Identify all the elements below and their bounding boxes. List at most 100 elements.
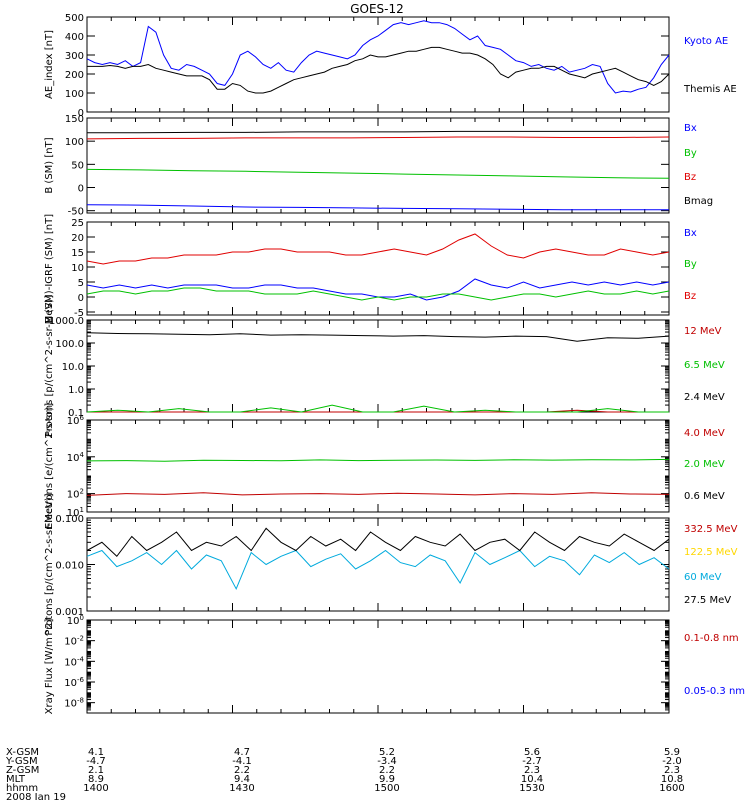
x-row-label: hhmm [6,783,38,794]
y-tick-label: 0.100 [55,514,84,525]
panel-frame [86,16,670,113]
panel-7: 10-8 10-6 10-4 10-2 100 Xray Flux [W/m^2] 0.1-… [44,614,745,714]
y-tick-label: 400 [65,32,84,43]
x-row-label: Z-GSM [6,765,39,776]
x-row-label: MLT [6,774,26,785]
y-tick-label: 100.0 [55,339,84,350]
x-row-value: 2.3 [524,765,540,776]
legend-label: Bz [684,291,696,302]
x-row-value: 4.7 [234,747,250,758]
series-line-bz [86,233,670,265]
y-tick-label: 200 [65,70,84,81]
legend-label: Themis AE [683,84,737,95]
figure-title: GOES-12 [350,2,404,16]
series-line-bx [86,204,669,211]
y-tick-label: 5 [78,278,84,289]
legend-label: Bx [684,123,697,134]
y-tick-label: 20 [71,233,84,244]
legend-label: 6.5 MeV [684,360,725,371]
legend-label: By [684,148,697,159]
legend-label: 4.0 MeV [684,428,725,439]
legend-label: 0.1-0.8 nm [684,633,739,644]
series-line-6-5-mev [86,404,669,413]
series-line-kyoto-ae [86,20,670,94]
y-tick-label: 50 [71,160,84,171]
y-tick-label: 150 [65,114,84,125]
y-tick-label: 102 [67,488,84,501]
y-tick-label: 0.1 [68,408,84,419]
y-tick-label: 0 [78,293,84,304]
x-row-value: 2.2 [379,765,395,776]
y-axis-label: B (SM)-IGRF (SM) [nT] [44,214,55,323]
legend-label: 0.05-0.3 nm [684,686,745,697]
y-tick-label: 10-6 [64,676,84,689]
panel-1: 0 100 200 300 400 500 AE_index [nT] Kyoto AE The… [44,13,737,119]
series-line-themis-ae [87,46,670,94]
legend-label: By [684,259,697,270]
x-row-value: 10.8 [661,774,683,785]
legend-label: 2.4 MeV [684,392,725,403]
y-tick-label: 100 [65,137,84,148]
series-line-60-mev [86,549,670,590]
legend-label: Bz [684,172,696,183]
panel-3: -5 0 5 10 15 20 25 B (SM)-IGRF (SM) [nT] Bx By Bz [44,214,697,323]
y-tick-label: 0 [78,184,84,195]
series-line-bz [86,136,670,140]
y-tick-label: 15 [71,248,84,259]
y-tick-label: -5 [74,308,84,319]
x-row-value: 5.2 [379,747,395,758]
legend-label: 122.5 MeV [684,547,738,558]
x-date-label: 2008 Jan 19 [6,792,66,800]
x-row-label: Y-GSM [5,756,38,767]
y-tick-label: 100 [67,614,84,627]
y-axis-label: AE_index [nT] [44,30,55,99]
y-tick-label: 0.001 [55,607,84,618]
series-line-by [86,168,670,179]
y-tick-label: 25 [71,218,84,229]
panel-frame [86,517,670,612]
x-row-value: 9.9 [379,774,395,785]
legend-label: 60 MeV [684,572,722,583]
x-row-value: 1530 [519,783,544,794]
x-row-value: 4.1 [88,747,104,758]
legend-label: Bx [684,228,697,239]
x-row-value: 10.4 [521,774,543,785]
series-line-2-0-mev [86,458,670,462]
legend-label: 12 MeV [684,326,722,337]
series-line-2-4-mev [86,332,670,342]
x-row-value: 2.3 [664,765,680,776]
y-tick-label: 104 [67,451,85,464]
series-line-27-5-mev [86,527,670,558]
x-row-value: 1500 [374,783,399,794]
x-row-value: -2.0 [662,756,682,767]
legend-label: 27.5 MeV [684,595,731,606]
legend-label: 2.0 MeV [684,459,725,470]
y-tick-label: 10-2 [64,635,84,648]
x-row-value: 5.6 [524,747,540,758]
panel-2: -50 0 50 100 150 B (SM) [nT] Bx By Bz Bmag [44,114,713,218]
x-row-value: 1600 [659,783,684,794]
x-row-value: 2.1 [88,765,104,776]
y-tick-label: 10-4 [64,655,84,668]
x-row-value: -4.7 [86,756,106,767]
x-row-value: 1430 [229,783,254,794]
x-row-value: -2.7 [522,756,542,767]
y-axis-label: Protons [p/(cm^2-s-sr-MeV)] [44,295,55,437]
legend-label: 0.6 MeV [684,491,725,502]
x-row-value: 8.9 [88,774,104,785]
panel-frame [86,619,670,714]
x-row-value: 9.4 [234,774,250,785]
y-tick-label: 106 [67,414,85,427]
x-row-label: X-GSM [6,747,39,758]
y-tick-label: 10-8 [64,697,84,710]
y-tick-label: 0.010 [55,561,84,572]
panel-frame [86,221,670,316]
legend-label: Kyoto AE [684,36,728,47]
series-line-4-0-mev [86,492,670,496]
panel-frame [86,419,670,513]
y-axis-label: Electrons [e/(cm^2-s-sr)] [44,403,55,529]
y-tick-label: 0 [78,108,84,119]
x-row-value: 5.9 [664,747,680,758]
